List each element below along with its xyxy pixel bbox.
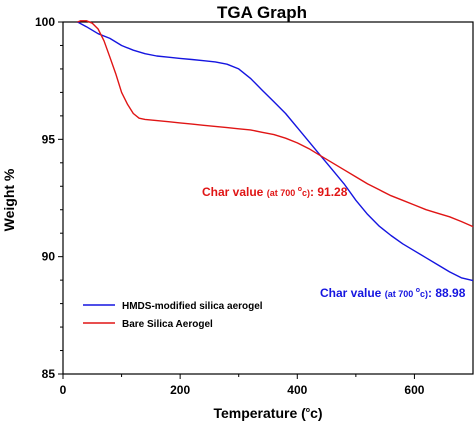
x-axis-label: Temperature (oc) [213, 405, 322, 421]
legend-label-bare: Bare Silica Aerogel [122, 319, 213, 330]
x-axis-label-unit: o [306, 407, 310, 414]
ann-bare-detail-a: (at 700 [267, 188, 298, 198]
chart-title: TGA Graph [217, 3, 307, 22]
ann-hmds-detail-b: c) [420, 289, 428, 299]
annotation-hmds-char-value: Char value (at 700 oc): 88.98 [320, 286, 466, 300]
ann-hmds-suffix: : 88.98 [428, 286, 466, 300]
x-tick-label: 400 [287, 383, 307, 397]
legend: HMDS-modified silica aerogel Bare Silica… [83, 301, 263, 330]
ann-bare-prefix: Char value [202, 185, 267, 199]
y-tick-label: 95 [42, 132, 56, 146]
x-axis: 0 200 400 600 [60, 374, 425, 397]
y-axis-label: Weight % [1, 168, 17, 231]
series-line-bare-silica-aerogel [77, 20, 474, 228]
series-line-hmds-modified-silica-aerogel [77, 21, 474, 282]
ann-hmds-detail-a: (at 700 [385, 289, 416, 299]
x-tick-label: 600 [404, 383, 424, 397]
x-tick-label: 0 [60, 383, 67, 397]
ann-hmds-detail-sup: o [416, 287, 420, 294]
series-lines [77, 20, 474, 282]
plot-area [62, 21, 474, 375]
x-axis-label-tail: c) [310, 405, 322, 421]
ann-bare-detail-sup: o [298, 186, 302, 193]
legend-label-hmds: HMDS-modified silica aerogel [122, 301, 263, 312]
y-tick-label: 85 [42, 367, 56, 381]
annotation-bare-char-value: Char value (at 700 oc): 91.28 [202, 185, 348, 199]
y-tick-label: 100 [35, 15, 55, 29]
ann-hmds-prefix: Char value [320, 286, 385, 300]
y-axis: 85 90 95 100 [35, 15, 63, 381]
ann-bare-detail-b: c) [302, 188, 310, 198]
ann-bare-suffix: : 91.28 [310, 185, 348, 199]
y-tick-label: 90 [42, 250, 56, 264]
x-tick-label: 200 [170, 383, 190, 397]
x-axis-label-main: Temperature ( [213, 405, 306, 421]
